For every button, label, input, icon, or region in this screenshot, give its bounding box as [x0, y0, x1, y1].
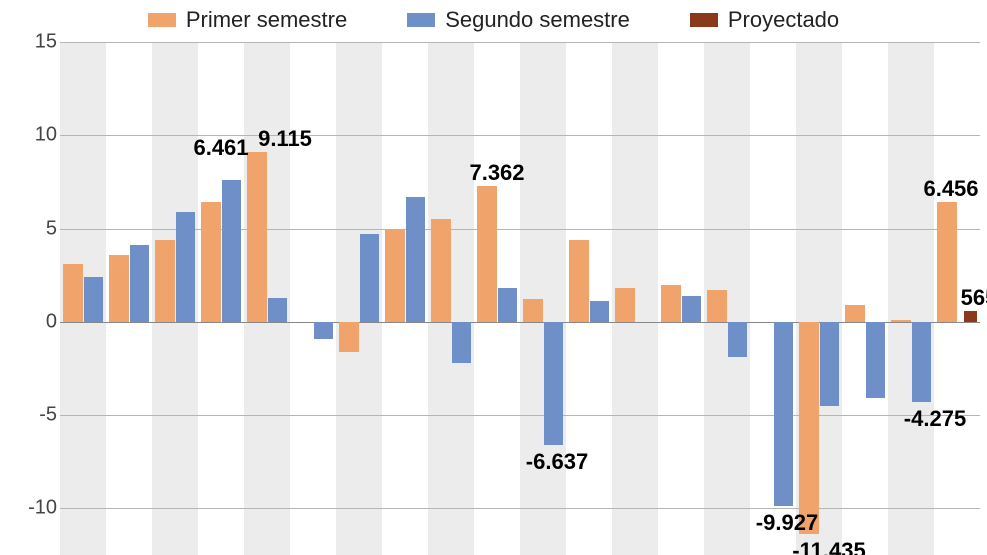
- bar: [682, 296, 702, 322]
- bar: [661, 285, 681, 322]
- bar: [569, 240, 589, 322]
- bar: [912, 322, 932, 402]
- y-tick-label: 15: [7, 31, 57, 54]
- data-label: 565: [961, 285, 987, 311]
- y-tick-label: -5: [7, 404, 57, 427]
- bar: [799, 322, 819, 535]
- legend: Primer semestre Segundo semestre Proyect…: [0, 0, 987, 40]
- bar: [109, 255, 129, 322]
- bar: [452, 322, 472, 363]
- legend-swatch: [690, 13, 718, 27]
- bar: [385, 230, 405, 321]
- bars-layer: [60, 42, 980, 555]
- bar: [964, 311, 977, 322]
- bar: [866, 322, 886, 398]
- legend-item-segundo: Segundo semestre: [407, 7, 630, 33]
- bar: [523, 299, 543, 321]
- bar: [130, 245, 150, 321]
- bar: [937, 202, 957, 321]
- bar: [774, 322, 794, 507]
- y-tick-label: 0: [7, 310, 57, 333]
- bar: [176, 212, 196, 322]
- bar: [339, 322, 359, 352]
- bar: [477, 186, 497, 322]
- bar: [498, 288, 518, 322]
- bar: [360, 234, 380, 322]
- bar: [615, 288, 635, 322]
- data-label: -4.275: [904, 406, 966, 432]
- bar: [891, 320, 911, 322]
- bar: [155, 240, 175, 322]
- bar: [406, 197, 426, 322]
- legend-label: Proyectado: [728, 7, 839, 33]
- bar: [544, 322, 564, 445]
- data-label: 7.362: [469, 160, 524, 186]
- data-label: -9.927: [756, 510, 818, 536]
- data-label: 6.461: [193, 135, 248, 161]
- data-label: -11.435: [792, 538, 865, 555]
- bar: [268, 298, 288, 322]
- bar: [431, 219, 451, 322]
- legend-item-primer: Primer semestre: [148, 7, 347, 33]
- legend-swatch: [148, 13, 176, 27]
- plot-area: 6.4619.1157.362-6.637-9.927-11.4356.4565…: [60, 42, 980, 555]
- bar: [84, 277, 104, 322]
- bar: [201, 202, 221, 321]
- bar: [63, 264, 83, 322]
- chart-container: Primer semestre Segundo semestre Proyect…: [0, 0, 987, 555]
- y-tick-label: 5: [7, 217, 57, 240]
- y-tick-label: -10: [7, 497, 57, 520]
- legend-swatch: [407, 13, 435, 27]
- data-label: 6.456: [923, 176, 978, 202]
- bar: [247, 152, 267, 322]
- bar: [707, 290, 727, 322]
- legend-label: Segundo semestre: [445, 7, 630, 33]
- bar: [728, 322, 748, 357]
- bar: [314, 322, 334, 339]
- legend-item-proyectado: Proyectado: [690, 7, 839, 33]
- legend-label: Primer semestre: [186, 7, 347, 33]
- y-tick-label: 10: [7, 124, 57, 147]
- bar: [590, 301, 610, 322]
- data-label: -6.637: [526, 449, 588, 475]
- bar: [845, 305, 865, 322]
- bar: [222, 180, 242, 322]
- bar: [820, 322, 840, 406]
- data-label: 9.115: [258, 126, 312, 152]
